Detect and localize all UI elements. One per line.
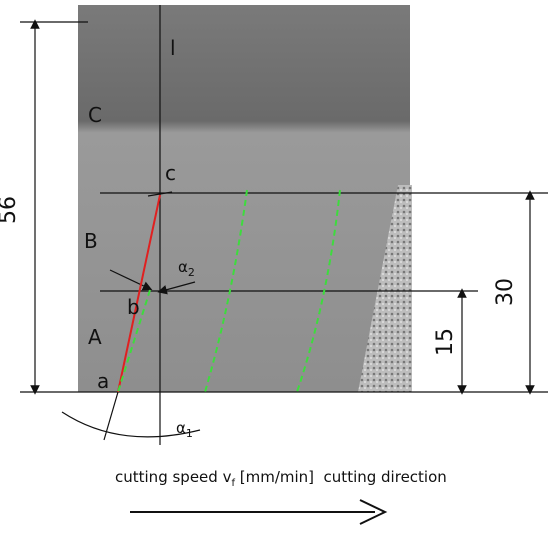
angle-index: 2 [188, 266, 195, 279]
arrow-head [359, 499, 388, 525]
specimen-photo [78, 5, 410, 392]
region-label: C [88, 103, 102, 127]
point-label: c [165, 161, 176, 185]
angle-index: 1 [186, 427, 193, 440]
point-label: a [97, 369, 109, 393]
angle-label: α2 [178, 258, 195, 279]
caption-subscript: f [231, 478, 235, 489]
angle-symbol: α [178, 258, 188, 276]
lines [117, 189, 341, 393]
angle-symbol: α [176, 419, 186, 437]
region-label: A [88, 325, 102, 349]
dim-56: 56 [0, 196, 21, 224]
dimension-lines [20, 5, 548, 445]
dim-15: 15 [433, 328, 458, 356]
rough-zone [358, 185, 412, 392]
dim-30: 30 [493, 278, 518, 306]
caption-text: cutting speed v [115, 468, 232, 486]
point-label: b [127, 295, 140, 319]
caption: cutting speed vf [mm/min] cutting direct… [115, 468, 447, 489]
region-label: B [84, 229, 98, 253]
angle-label: α1 [176, 419, 193, 440]
caption-text: [mm/min] cutting direction [235, 468, 447, 486]
point-label: l [170, 36, 176, 60]
